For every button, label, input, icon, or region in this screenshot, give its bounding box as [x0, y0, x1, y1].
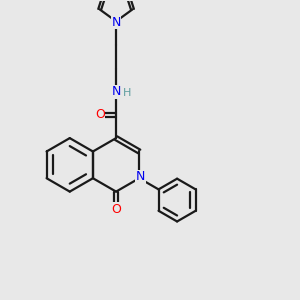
Text: N: N — [136, 170, 146, 183]
Text: O: O — [111, 203, 121, 216]
Text: N: N — [111, 85, 121, 98]
Text: H: H — [123, 88, 132, 98]
Text: O: O — [95, 108, 105, 122]
Text: N: N — [111, 16, 121, 29]
